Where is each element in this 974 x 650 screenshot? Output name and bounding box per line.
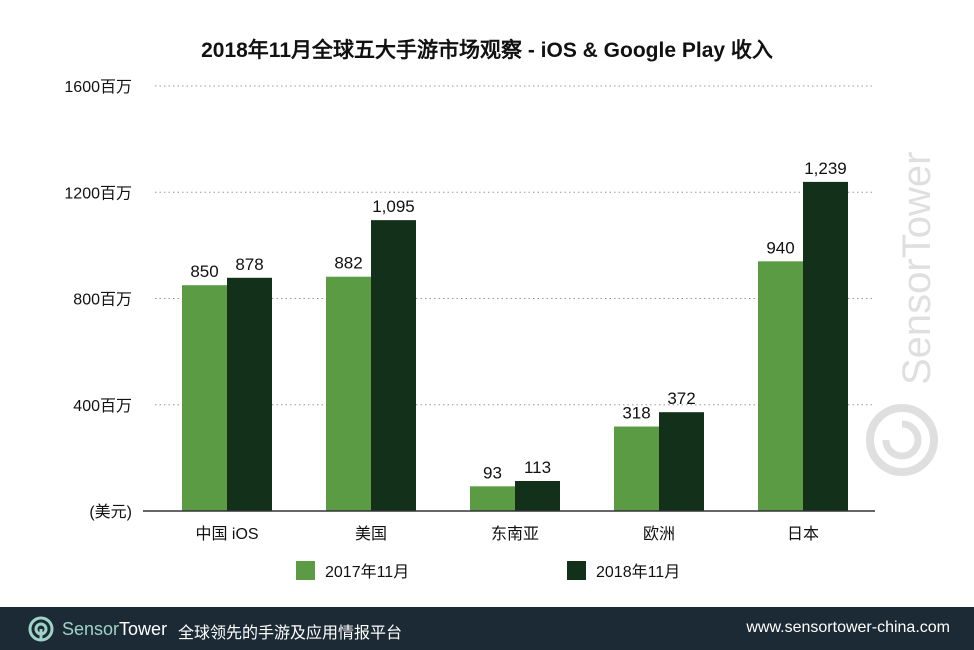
data-label: 372 xyxy=(667,389,695,408)
x-tick-label: 中国 iOS xyxy=(195,525,258,543)
data-label: 113 xyxy=(524,458,551,477)
legend-item-2018: 2018年11月 xyxy=(567,558,680,582)
x-tick-label: 欧洲 xyxy=(643,525,675,543)
footer-brand-name: SensorTower xyxy=(62,618,168,639)
footer-url[interactable]: www.sensortower-china.com xyxy=(746,619,950,636)
chart-title: 2018年11月全球五大手游市场观察 - iOS & Google Play 收… xyxy=(201,39,773,62)
data-label: 882 xyxy=(334,254,362,273)
legend-label-2018: 2018年11月 xyxy=(596,564,681,581)
footer-tagline: 全球领先的手游及应用情报平台 xyxy=(178,625,403,642)
data-label: 878 xyxy=(235,255,263,274)
legend-swatch-2018 xyxy=(567,560,586,580)
watermark-logo-icon xyxy=(866,404,938,476)
bar-chart: (美元) 400百万 800百万 1200百万 1600百万 850 878 中国 iOS 88… xyxy=(64,79,875,543)
y-tick-label: 400百万 xyxy=(73,398,132,415)
watermark-text: SensorTower xyxy=(895,152,939,385)
bar xyxy=(371,220,416,511)
data-label: 93 xyxy=(483,463,502,482)
bar xyxy=(758,261,803,511)
data-label: 940 xyxy=(766,238,794,257)
data-label: 318 xyxy=(622,404,650,423)
y-tick-label: 800百万 xyxy=(73,292,132,309)
bar xyxy=(470,486,515,511)
legend-item-2017: 2017年11月 xyxy=(296,558,409,582)
bar xyxy=(803,181,848,511)
legend-swatch-2017 xyxy=(296,560,315,580)
data-label: 850 xyxy=(190,262,218,281)
data-label: 1,095 xyxy=(372,197,415,216)
bar xyxy=(659,412,704,511)
footer-brand: SensorTower xyxy=(28,616,167,642)
bar xyxy=(515,480,560,511)
y-tick-label: (美元) xyxy=(89,503,132,521)
sensortower-watermark: SensorTower xyxy=(866,152,939,476)
x-tick-label: 日本 xyxy=(787,525,819,543)
data-label: 1,239 xyxy=(804,159,847,178)
x-tick-label: 东南亚 xyxy=(491,525,539,543)
x-tick-label: 美国 xyxy=(355,525,387,543)
legend-label-2017: 2017年11月 xyxy=(325,564,410,581)
bar xyxy=(326,276,371,511)
bar xyxy=(227,277,272,511)
y-tick-label: 1600百万 xyxy=(64,79,132,96)
footer-bar: SensorTower 全球领先的手游及应用情报平台 www.sensortow… xyxy=(0,607,974,650)
bar xyxy=(182,285,227,511)
sensortower-logo-icon xyxy=(28,616,54,642)
bar xyxy=(614,426,659,511)
y-tick-label: 1200百万 xyxy=(64,185,132,202)
